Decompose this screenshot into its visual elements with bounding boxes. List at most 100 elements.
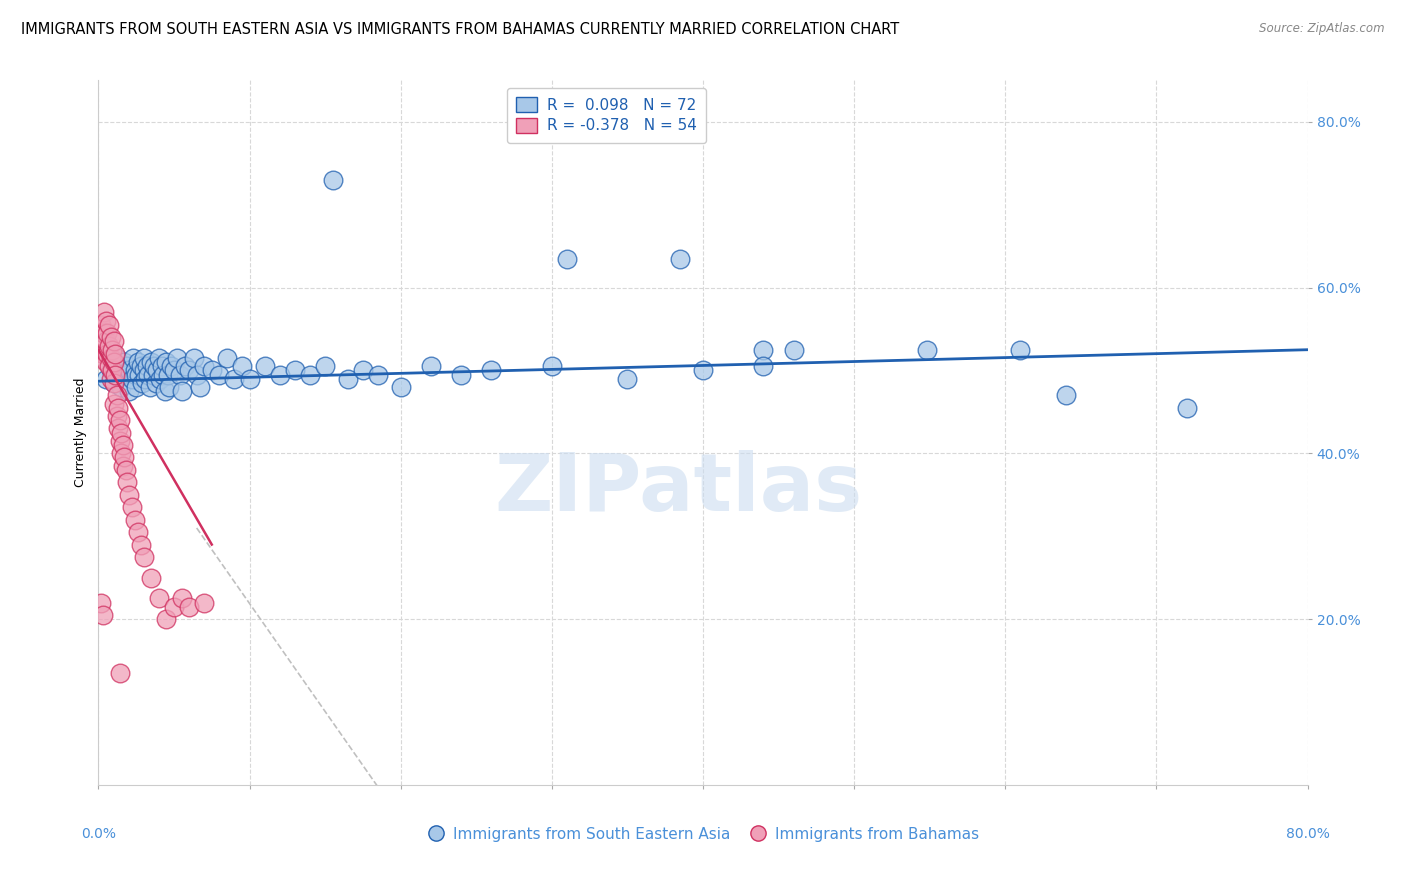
Point (110, 380, 132, 394)
Point (128, 368, 150, 382)
Point (915, 343, 938, 357)
Point (94, 372, 117, 386)
Point (669, 252, 692, 266)
Point (91, 347, 114, 361)
Point (188, 380, 211, 394)
Point (90, 338, 112, 352)
Point (143, 359, 166, 374)
Point (98, 338, 121, 352)
Point (103, 376, 125, 390)
Point (129, 359, 152, 374)
Point (145, 376, 167, 390)
Legend: Immigrants from South Eastern Asia, Immigrants from Bahamas: Immigrants from South Eastern Asia, Immi… (420, 821, 986, 847)
Point (91, 326, 114, 340)
Point (124, 513, 146, 527)
Point (450, 368, 472, 382)
Point (389, 380, 412, 394)
Text: 0.0%: 0.0% (82, 827, 115, 841)
Point (129, 537, 152, 551)
Point (132, 351, 155, 365)
Point (224, 372, 246, 386)
Point (105, 409, 128, 423)
Point (103, 396, 125, 410)
Point (150, 359, 173, 374)
Point (93, 326, 115, 340)
Point (231, 359, 253, 374)
Point (1010, 343, 1032, 357)
Point (314, 359, 336, 374)
Point (526, 114, 548, 128)
Point (103, 334, 125, 349)
Point (94, 334, 117, 349)
Point (118, 488, 141, 502)
Point (100, 330, 122, 344)
Point (163, 363, 186, 377)
Point (163, 599, 186, 614)
Point (104, 347, 127, 361)
Point (104, 368, 127, 382)
Point (101, 363, 124, 377)
Point (481, 363, 503, 377)
Point (146, 363, 169, 377)
Point (108, 666, 131, 681)
Point (94, 314, 117, 328)
Point (114, 368, 136, 382)
Point (110, 425, 132, 440)
Point (555, 252, 578, 266)
Point (135, 359, 157, 374)
Point (124, 363, 146, 377)
Point (105, 388, 128, 402)
Point (148, 351, 170, 365)
Point (156, 368, 179, 382)
Point (127, 355, 149, 369)
Point (108, 413, 131, 427)
Y-axis label: Currently Married: Currently Married (75, 378, 87, 487)
Point (170, 591, 193, 606)
Point (90, 596, 112, 610)
Point (139, 380, 162, 394)
Point (115, 359, 138, 374)
Point (93, 305, 115, 319)
Point (98, 318, 121, 332)
Point (132, 363, 155, 377)
Point (115, 475, 138, 490)
Point (420, 359, 443, 374)
Point (111, 458, 134, 473)
Point (107, 368, 129, 382)
Point (108, 434, 131, 448)
Text: Source: ZipAtlas.com: Source: ZipAtlas.com (1260, 22, 1385, 36)
Point (100, 372, 122, 386)
Point (93, 347, 115, 361)
Point (121, 372, 143, 386)
Point (103, 376, 125, 390)
Point (152, 368, 174, 382)
Point (299, 368, 322, 382)
Point (783, 343, 806, 357)
Point (127, 525, 149, 540)
Point (155, 355, 177, 369)
Point (136, 368, 159, 382)
Point (616, 372, 638, 386)
Point (336, 372, 359, 386)
Point (118, 384, 141, 399)
Point (111, 438, 134, 452)
Point (193, 596, 215, 610)
Point (98, 359, 121, 374)
Point (110, 446, 132, 460)
Point (169, 368, 191, 382)
Text: ZIPatlas: ZIPatlas (495, 450, 863, 528)
Point (239, 372, 262, 386)
Point (100, 351, 122, 365)
Point (100, 363, 122, 377)
Point (105, 351, 128, 365)
Point (1054, 388, 1077, 402)
Point (215, 351, 238, 365)
Point (121, 500, 143, 515)
Point (179, 599, 201, 614)
Point (132, 549, 155, 564)
Point (148, 591, 170, 606)
Point (284, 363, 307, 377)
Point (208, 368, 231, 382)
Point (752, 343, 775, 357)
Point (1175, 401, 1198, 415)
